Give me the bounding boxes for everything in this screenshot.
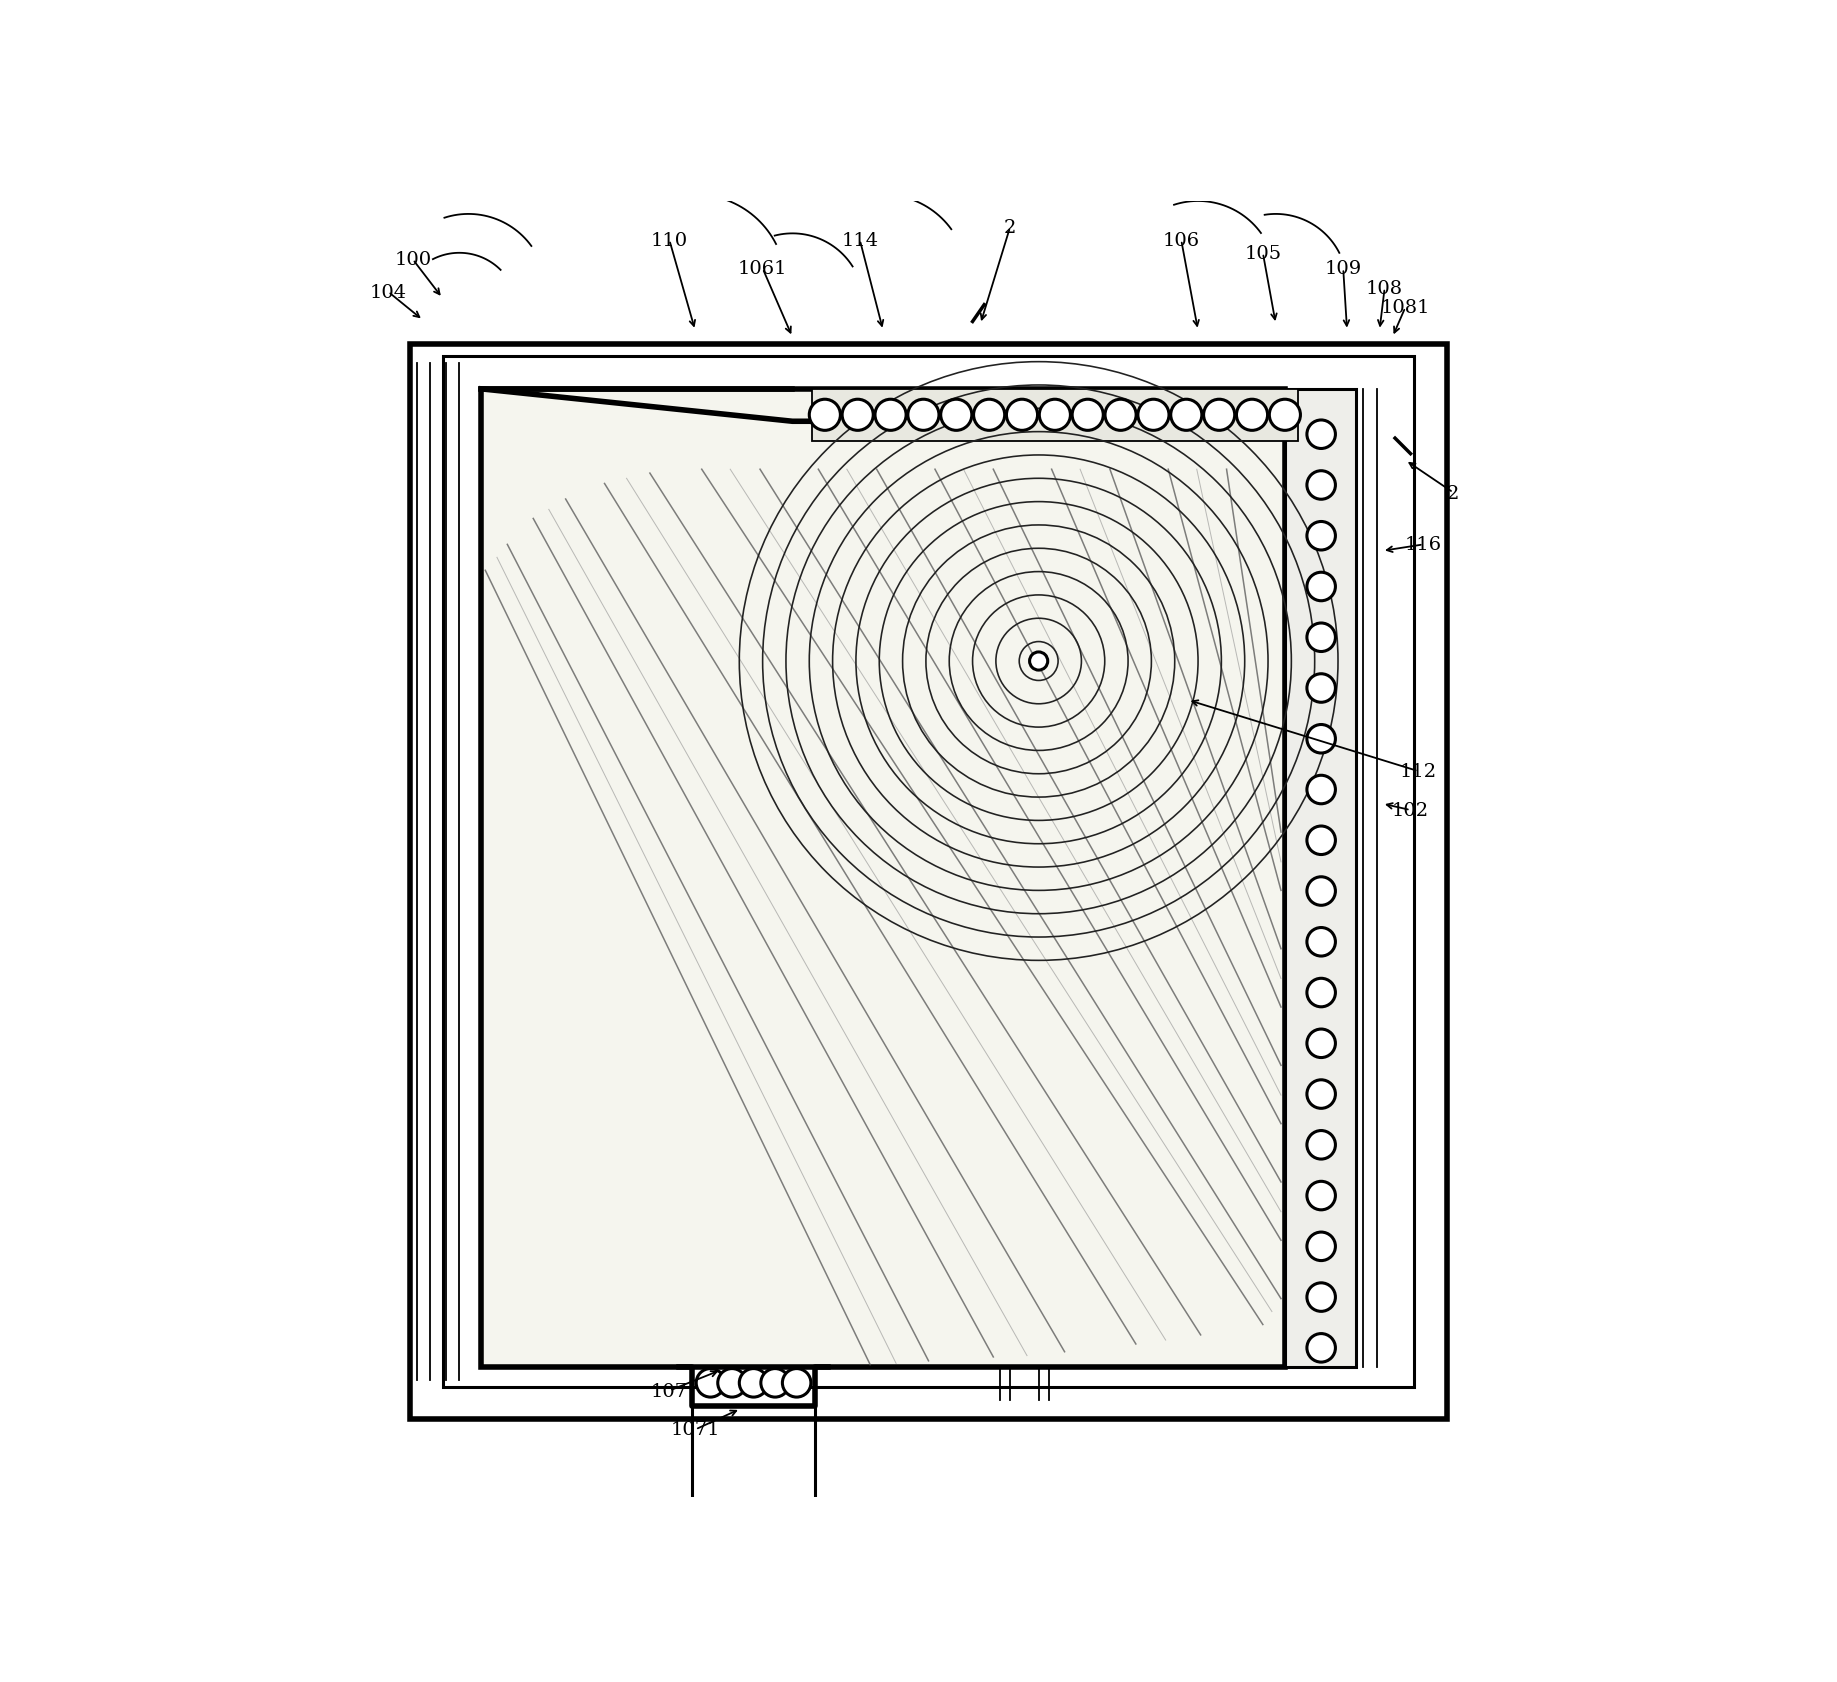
Circle shape — [907, 400, 939, 431]
Bar — [481, 390, 1284, 1367]
Bar — [812, 390, 1297, 441]
Circle shape — [1040, 400, 1071, 431]
Text: 109: 109 — [1324, 261, 1361, 278]
Text: 110: 110 — [650, 232, 687, 249]
Text: 116: 116 — [1405, 537, 1442, 553]
Text: 105: 105 — [1244, 244, 1282, 262]
Text: 2: 2 — [1448, 484, 1460, 503]
Text: 1061: 1061 — [738, 261, 788, 278]
Bar — [1284, 390, 1356, 1367]
Circle shape — [1306, 878, 1335, 905]
Circle shape — [1137, 400, 1168, 431]
Circle shape — [783, 1369, 810, 1398]
Text: 104: 104 — [369, 284, 406, 301]
Text: 1071: 1071 — [671, 1421, 720, 1438]
Circle shape — [718, 1369, 746, 1398]
Circle shape — [1007, 400, 1038, 431]
Text: 102: 102 — [1392, 802, 1429, 819]
Circle shape — [1306, 1182, 1335, 1209]
Circle shape — [1306, 775, 1335, 804]
Text: 106: 106 — [1163, 232, 1200, 249]
Bar — [410, 345, 1448, 1420]
Circle shape — [1106, 400, 1135, 431]
Text: 2: 2 — [1005, 219, 1016, 237]
Circle shape — [1306, 471, 1335, 500]
Circle shape — [1236, 400, 1268, 431]
Circle shape — [1306, 574, 1335, 602]
Text: 100: 100 — [395, 251, 432, 269]
Circle shape — [1306, 1283, 1335, 1312]
Circle shape — [810, 400, 840, 431]
Circle shape — [1269, 400, 1301, 431]
Bar — [443, 357, 1414, 1388]
Circle shape — [974, 400, 1005, 431]
Text: 114: 114 — [841, 232, 878, 249]
Circle shape — [1306, 1233, 1335, 1262]
Text: 107: 107 — [650, 1383, 687, 1399]
Circle shape — [1203, 400, 1234, 431]
Circle shape — [941, 400, 972, 431]
Circle shape — [1306, 420, 1335, 449]
Circle shape — [1306, 624, 1335, 653]
Circle shape — [1306, 1334, 1335, 1362]
Circle shape — [1306, 725, 1335, 754]
Text: 1081: 1081 — [1381, 299, 1431, 316]
Circle shape — [1306, 674, 1335, 703]
Circle shape — [738, 1369, 768, 1398]
Circle shape — [1073, 400, 1104, 431]
Circle shape — [1306, 1130, 1335, 1159]
Circle shape — [1306, 1080, 1335, 1108]
Text: 112: 112 — [1400, 762, 1437, 780]
Circle shape — [1029, 653, 1047, 671]
Circle shape — [841, 400, 873, 431]
Circle shape — [874, 400, 906, 431]
Circle shape — [1170, 400, 1201, 431]
Circle shape — [1306, 979, 1335, 1008]
Text: 108: 108 — [1367, 279, 1403, 298]
Circle shape — [761, 1369, 790, 1398]
Circle shape — [1306, 521, 1335, 550]
Circle shape — [696, 1369, 726, 1398]
Circle shape — [1306, 1029, 1335, 1058]
Circle shape — [1306, 826, 1335, 854]
Circle shape — [1306, 928, 1335, 957]
